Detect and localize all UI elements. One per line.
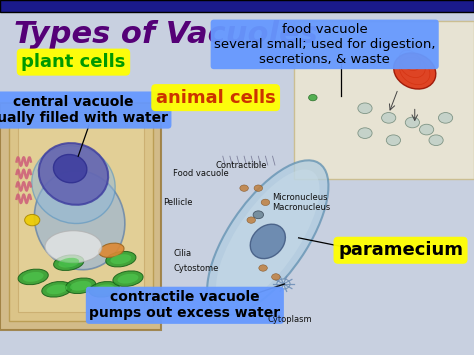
Text: Contractible: Contractible — [216, 160, 267, 170]
Text: central vacuole
usually filled with water: central vacuole usually filled with wate… — [0, 95, 168, 125]
Ellipse shape — [261, 199, 270, 206]
Ellipse shape — [118, 274, 138, 284]
Ellipse shape — [35, 170, 125, 270]
Ellipse shape — [272, 274, 280, 280]
Ellipse shape — [277, 279, 290, 289]
Ellipse shape — [23, 272, 44, 282]
Ellipse shape — [405, 117, 419, 128]
Ellipse shape — [110, 254, 131, 264]
Ellipse shape — [309, 94, 317, 101]
Text: Micronucleus: Micronucleus — [273, 192, 328, 202]
Text: Cytostome: Cytostome — [173, 263, 219, 273]
Text: food vacuole
several small; used for digestion,
secretions, & waste: food vacuole several small; used for dig… — [214, 23, 436, 66]
Ellipse shape — [18, 269, 48, 285]
Ellipse shape — [32, 146, 115, 224]
Ellipse shape — [216, 169, 319, 306]
Ellipse shape — [358, 103, 372, 114]
Ellipse shape — [65, 278, 96, 294]
Ellipse shape — [106, 251, 136, 267]
Text: Cytoplasm: Cytoplasm — [268, 315, 312, 324]
Ellipse shape — [254, 185, 263, 191]
Text: Macronucleus: Macronucleus — [273, 203, 331, 212]
Ellipse shape — [46, 284, 67, 294]
Ellipse shape — [94, 284, 115, 294]
Ellipse shape — [113, 271, 143, 286]
Ellipse shape — [45, 231, 102, 263]
Ellipse shape — [394, 53, 436, 89]
Ellipse shape — [70, 281, 91, 291]
Text: Pellicle: Pellicle — [164, 198, 193, 207]
Ellipse shape — [438, 113, 453, 123]
Ellipse shape — [99, 243, 124, 257]
Text: contractile vacuole
pumps out excess water: contractile vacuole pumps out excess wat… — [89, 290, 281, 321]
Ellipse shape — [42, 282, 72, 297]
Ellipse shape — [386, 135, 401, 146]
Ellipse shape — [358, 128, 372, 138]
Ellipse shape — [89, 282, 119, 297]
Ellipse shape — [39, 143, 108, 205]
Text: plant cells: plant cells — [21, 53, 126, 71]
Ellipse shape — [58, 258, 79, 268]
FancyBboxPatch shape — [18, 121, 144, 312]
Ellipse shape — [382, 113, 396, 123]
Ellipse shape — [54, 255, 84, 271]
Ellipse shape — [247, 217, 255, 223]
Ellipse shape — [25, 214, 40, 226]
Text: Food vacuole: Food vacuole — [173, 169, 229, 179]
FancyBboxPatch shape — [294, 21, 474, 179]
Text: paramecium: paramecium — [338, 241, 463, 259]
Ellipse shape — [207, 160, 328, 315]
Ellipse shape — [54, 154, 87, 183]
Text: Cilia: Cilia — [173, 249, 191, 258]
Ellipse shape — [253, 211, 264, 219]
Ellipse shape — [429, 135, 443, 146]
Ellipse shape — [259, 265, 267, 271]
Text: Types of Vacuoles: Types of Vacuoles — [14, 20, 318, 49]
FancyBboxPatch shape — [0, 103, 161, 330]
FancyBboxPatch shape — [9, 112, 153, 321]
Ellipse shape — [240, 185, 248, 191]
Ellipse shape — [419, 124, 434, 135]
Text: animal cells: animal cells — [156, 89, 275, 106]
FancyBboxPatch shape — [0, 0, 474, 12]
Ellipse shape — [250, 224, 285, 258]
